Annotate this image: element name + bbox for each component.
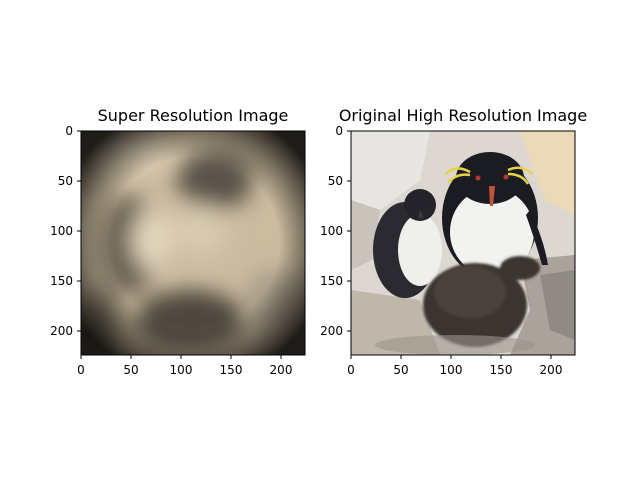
x-tick-label: 200 [540,363,563,377]
axes-frame-left [80,130,306,356]
original-image [351,131,575,355]
super-resolution-image [81,131,305,355]
x-tick-label: 50 [123,363,138,377]
y-tick-label: 100 [50,224,73,238]
x-tick-label: 150 [490,363,513,377]
x-tick-label: 100 [440,363,463,377]
panel-title-super-resolution: Super Resolution Image [98,106,289,125]
y-tick-label: 0 [65,124,73,138]
x-tick-label: 50 [393,363,408,377]
y-tick-label: 100 [320,224,343,238]
panel-original: Original High Resolution Image [320,106,587,377]
panel-title-original: Original High Resolution Image [339,106,587,125]
y-tick-label: 50 [328,174,343,188]
y-tick-label: 200 [320,324,343,338]
y-tick-label: 200 [50,324,73,338]
panel-super-resolution: Super Resolution Image [50,106,306,377]
x-tick-label: 100 [170,363,193,377]
y-tick-label: 50 [58,174,73,188]
adult-penguin [442,152,548,278]
x-tick-label: 0 [347,363,355,377]
axes-frame-right [350,130,576,356]
x-tick-label: 0 [77,363,85,377]
ticks-right: 0 50 100 150 200 0 50 100 150 200 [320,124,562,377]
y-tick-label: 150 [50,274,73,288]
fluffy-chick [423,256,540,347]
x-tick-label: 200 [270,363,293,377]
x-tick-label: 150 [220,363,243,377]
ticks-left: 0 50 100 150 200 0 50 100 150 200 [50,124,292,377]
left-chick [373,189,442,298]
y-tick-label: 150 [320,274,343,288]
y-tick-label: 0 [335,124,343,138]
